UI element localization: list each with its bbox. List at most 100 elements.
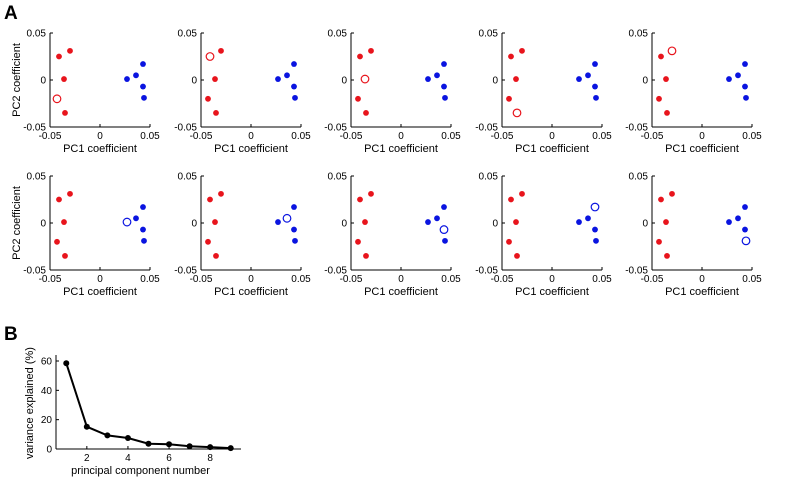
data-point-group2: [292, 237, 298, 244]
y-tick-label: -0.05: [324, 123, 347, 134]
data-point-group1: [362, 219, 368, 225]
x-tick-label: 0.05: [291, 274, 311, 285]
data-point-group1: [212, 76, 218, 82]
data-point-group2: [291, 83, 297, 90]
data-point-group2: [441, 204, 447, 210]
data-point-group2: [141, 237, 147, 244]
x-tick-label: -0.05: [340, 131, 363, 142]
panel-label-b: B: [4, 324, 18, 345]
data-point-group2: [576, 219, 582, 225]
y-tick-label: -0.05: [475, 123, 498, 134]
x-tick-label: 0.05: [742, 131, 762, 142]
data-point-group1: [664, 253, 670, 259]
data-point-group1: [357, 196, 363, 203]
variance-point-9: [227, 445, 234, 452]
y-tick-label: 0: [40, 219, 46, 230]
data-point-group2: [743, 94, 749, 101]
data-point-group2: [593, 94, 599, 101]
variance-point-2: [83, 423, 90, 430]
data-point-group1: [519, 190, 525, 197]
x-axis-label: PC1 coefficient: [515, 286, 589, 298]
data-point-group2: [592, 61, 598, 67]
data-point-group2: [585, 72, 591, 79]
data-point-group2: [124, 76, 130, 82]
variance-point-8: [207, 444, 214, 451]
y-tick-label: 0.05: [328, 29, 348, 40]
data-point-group2: [585, 215, 591, 222]
y-tick-label: -0.05: [174, 266, 197, 277]
y-tick-label: 0: [341, 219, 347, 230]
data-point-group2: [284, 72, 290, 79]
x-tick-label: 4: [125, 453, 131, 464]
variance-point-4: [124, 435, 131, 441]
y-tick-label: 0: [492, 76, 498, 87]
data-point-group2: [434, 215, 440, 222]
y-tick-label: 0: [191, 76, 197, 87]
x-axis-label: PC1 coefficient: [665, 286, 739, 298]
variance-point-5: [145, 440, 152, 447]
highlighted-point-group2: [439, 225, 449, 234]
y-tick-label: -0.05: [475, 266, 498, 277]
x-tick-label: 0: [97, 131, 103, 142]
x-axis-label: PC1 coefficient: [515, 143, 589, 155]
y-axis-label: PC2 coefficient: [11, 186, 23, 260]
data-point-group2: [441, 83, 447, 90]
data-point-group1: [56, 196, 62, 203]
variance-point-3: [104, 432, 111, 439]
y-tick-label: 40: [41, 386, 53, 397]
data-point-group1: [355, 95, 361, 102]
data-point-group2: [291, 61, 297, 67]
data-point-group2: [140, 83, 146, 90]
data-point-group1: [669, 190, 675, 197]
data-point-group1: [213, 253, 219, 259]
data-point-group1: [357, 53, 363, 60]
data-point-group2: [425, 76, 431, 82]
data-point-group2: [735, 72, 741, 79]
y-tick-label: -0.05: [174, 123, 197, 134]
y-tick-label: 60: [41, 357, 53, 368]
x-tick-label: 0.05: [140, 131, 160, 142]
x-tick-label: -0.05: [491, 274, 514, 285]
data-point-group1: [658, 196, 664, 203]
x-tick-label: -0.05: [39, 274, 62, 285]
data-point-group1: [519, 47, 525, 54]
highlighted-point-group2: [590, 202, 600, 212]
x-tick-label: 0: [549, 274, 555, 285]
x-tick-label: 0.05: [441, 131, 461, 142]
y-tick-label: 0: [642, 76, 648, 87]
data-point-group2: [742, 226, 748, 233]
y-tick-label: -0.05: [625, 266, 648, 277]
data-point-group1: [508, 53, 514, 60]
highlighted-point-group1: [360, 74, 370, 84]
data-point-group1: [363, 110, 369, 116]
variance-point-1: [63, 360, 70, 367]
data-point-group1: [506, 95, 512, 102]
y-tick-label: 0.05: [178, 172, 198, 183]
x-axis-label: PC1 coefficient: [63, 143, 137, 155]
data-point-group2: [292, 94, 298, 101]
highlighted-point-group2: [282, 213, 292, 223]
y-axis-label: variance explained (%): [24, 347, 36, 459]
y-tick-label: -0.05: [324, 266, 347, 277]
data-point-group1: [61, 76, 67, 82]
x-tick-label: 0: [248, 131, 254, 142]
y-tick-label: 0: [492, 219, 498, 230]
y-tick-label: 0: [341, 76, 347, 87]
data-point-group2: [291, 204, 297, 210]
highlighted-point-group1: [512, 108, 522, 118]
x-tick-label: 8: [207, 453, 213, 464]
y-tick-label: 0.05: [328, 172, 348, 183]
data-point-group1: [663, 76, 669, 82]
data-point-group2: [434, 72, 440, 79]
x-tick-label: 0: [97, 274, 103, 285]
data-point-group2: [726, 219, 732, 225]
data-point-group1: [658, 53, 664, 60]
panel-label-a: A: [4, 3, 18, 24]
data-point-group2: [291, 226, 297, 233]
data-point-group1: [506, 238, 512, 245]
data-point-group1: [205, 238, 211, 245]
x-tick-label: 0: [248, 274, 254, 285]
